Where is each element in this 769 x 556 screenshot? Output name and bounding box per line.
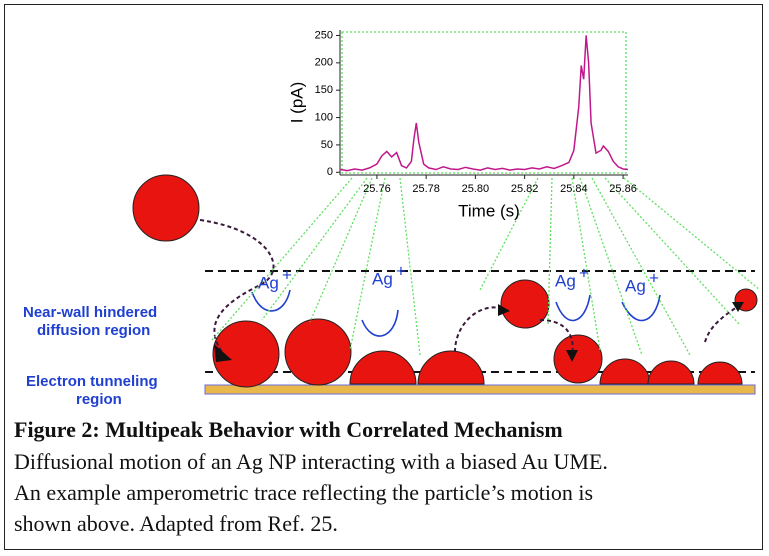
ion-label: Ag xyxy=(625,276,646,295)
region-label: region xyxy=(76,391,122,408)
x-tick-label: 25.82 xyxy=(511,183,539,195)
caption-line: shown above. Adapted from Ref. 25. xyxy=(14,511,338,536)
ion-arrow xyxy=(555,294,591,322)
particles xyxy=(132,174,758,388)
x-tick-label: 25.84 xyxy=(560,183,588,195)
guide xyxy=(579,177,643,356)
particle xyxy=(349,350,417,385)
motion-path xyxy=(704,304,741,343)
x-tick-label: 25.80 xyxy=(462,183,490,195)
guide xyxy=(309,177,373,323)
particle xyxy=(417,350,485,385)
caption-title: Figure 2: Multipeak Behavior with Correl… xyxy=(14,417,563,442)
guide xyxy=(211,177,353,341)
ion-charge: + xyxy=(579,263,589,282)
guide xyxy=(479,177,539,291)
caption-line: An example amperometric trace reflecting… xyxy=(14,480,594,505)
y-tick-label: 250 xyxy=(315,29,333,41)
ion-label: Ag xyxy=(372,269,393,288)
x-tick-label: 25.78 xyxy=(412,183,440,195)
y-tick-label: 50 xyxy=(321,139,333,151)
arrowhead xyxy=(732,302,744,312)
ion-charge: + xyxy=(649,268,659,287)
arrowheads xyxy=(214,302,744,362)
ion-charge: + xyxy=(282,265,292,284)
electrode xyxy=(204,384,756,395)
guide xyxy=(604,177,741,326)
motion-path xyxy=(454,306,506,353)
particle xyxy=(599,358,651,385)
y-tick-label: 150 xyxy=(315,84,333,96)
particle xyxy=(697,361,743,385)
motion-path xyxy=(199,219,275,353)
inset-chart: 0 50 100 150 200 250 25.76 25.78 25.80 25.82 25.84… xyxy=(287,29,636,220)
particle xyxy=(212,320,280,388)
arrowhead xyxy=(498,304,510,316)
ion-charge: + xyxy=(396,261,406,280)
x-axis-label: Time (s) xyxy=(458,201,520,220)
guide xyxy=(547,177,553,326)
correlation-lines xyxy=(211,177,761,356)
data-line xyxy=(339,35,629,172)
ion-arrows xyxy=(251,289,661,337)
particle xyxy=(132,174,200,242)
y-tick-label: 200 xyxy=(315,57,333,69)
paths xyxy=(199,219,741,356)
plot-box xyxy=(341,31,627,174)
ion-arrow xyxy=(621,294,661,322)
ion-arrow xyxy=(251,289,291,312)
particle xyxy=(553,334,603,384)
ion-label: Ag xyxy=(555,271,576,290)
region-label: diffusion region xyxy=(37,322,150,339)
arrowhead xyxy=(214,344,232,362)
arrowhead xyxy=(566,350,578,362)
ion-label: Ag xyxy=(258,273,279,292)
guide xyxy=(591,177,691,356)
x-tick-label: 25.86 xyxy=(609,183,637,195)
y-tick-label: 100 xyxy=(315,111,333,123)
caption-line: Diffusional motion of an Ag NP interacti… xyxy=(14,449,608,474)
figure-frame xyxy=(4,4,763,550)
ion-arrow xyxy=(361,309,399,337)
region-label: Electron tunneling xyxy=(26,373,158,390)
guide xyxy=(623,177,761,291)
particle xyxy=(647,360,695,385)
x-tick-label: 25.76 xyxy=(363,183,391,195)
guide xyxy=(399,177,421,356)
y-tick-label: 0 xyxy=(327,166,333,178)
region-label: Near-wall hindered xyxy=(23,304,157,321)
particle xyxy=(284,318,352,386)
y-axis-label: I (pA) xyxy=(287,82,306,124)
guide xyxy=(261,177,368,321)
particle xyxy=(500,279,550,329)
guide xyxy=(571,177,601,351)
guide xyxy=(349,177,386,351)
